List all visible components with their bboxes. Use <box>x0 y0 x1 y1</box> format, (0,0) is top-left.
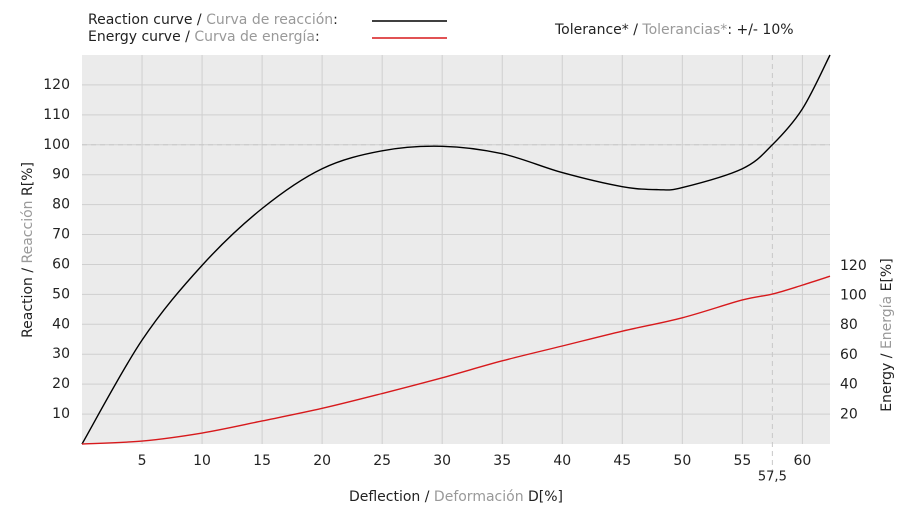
y-tick-label: 120 <box>43 77 70 93</box>
legend-label: Reaction curve / Curva de reacción: <box>88 12 338 28</box>
y2-tick-label: 120 <box>840 258 867 274</box>
x-tick-label: 5 <box>138 453 147 469</box>
x-marker-label: 57,5 <box>758 470 787 485</box>
y2-tick-label: 40 <box>840 377 858 393</box>
y-tick-label: 70 <box>52 227 70 243</box>
x-tick-label: 30 <box>433 453 451 469</box>
y-tick-label: 50 <box>52 286 70 302</box>
x-tick-label: 55 <box>733 453 751 469</box>
x-tick-label: 50 <box>673 453 691 469</box>
legend-label: Energy curve / Curva de energía: <box>88 29 320 45</box>
line-series <box>81 54 831 445</box>
y-tick-label: 30 <box>52 346 70 362</box>
x-axis-label: Deflection / Deformación D[%] <box>349 489 563 505</box>
y2-axis-label: Energy / Energía E[%] <box>879 258 895 411</box>
x-tick-label: 15 <box>253 453 271 469</box>
y-tick-label: 80 <box>52 197 70 213</box>
y2-tick-label: 80 <box>840 317 858 333</box>
y-tick-label: 20 <box>52 376 70 392</box>
x-tick-label: 10 <box>193 453 211 469</box>
y2-tick-label: 100 <box>840 288 867 304</box>
y-tick-label: 90 <box>52 167 70 183</box>
y-tick-label: 110 <box>43 107 70 123</box>
y-axis-label: Reaction / Reacción R[%] <box>20 162 36 338</box>
y2-tick-label: 20 <box>840 406 858 422</box>
y2-tick-label: 60 <box>840 347 858 363</box>
annotation: Tolerance* / Tolerancias*: +/- 10% <box>554 22 794 38</box>
x-tick-label: 20 <box>313 453 331 469</box>
x-tick-label: 45 <box>613 453 631 469</box>
x-tick-label: 40 <box>553 453 571 469</box>
x-tick-label: 60 <box>793 453 811 469</box>
y-tick-label: 60 <box>52 256 70 272</box>
y-tick-label: 10 <box>52 406 70 422</box>
plot-area <box>82 55 830 444</box>
x-tick-label: 35 <box>493 453 511 469</box>
line-series <box>81 275 831 445</box>
x-tick-label: 25 <box>373 453 391 469</box>
y-tick-label: 40 <box>52 316 70 332</box>
y-tick-label: 100 <box>43 137 70 153</box>
